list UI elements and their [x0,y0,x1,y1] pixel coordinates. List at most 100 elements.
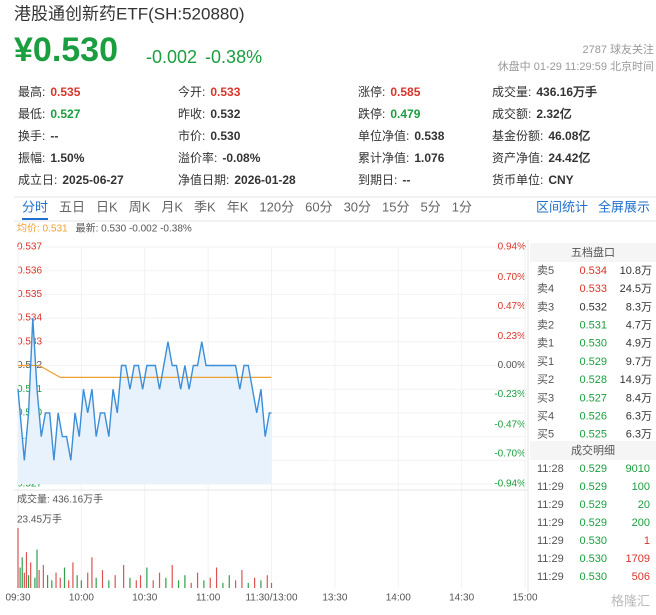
y-tick-label: 0.533 [17,336,42,347]
order-book-title: 五档盘口 [571,245,615,259]
tab[interactable]: 15分 [382,199,409,214]
avg-line [18,364,272,378]
volume-max: 23.45万手 [17,513,62,526]
y-tick-label: 0.536 [17,265,42,276]
stat-value: CNY [548,173,573,187]
tab[interactable]: 120分 [259,199,294,214]
status: 休盘中 01-29 11:29:59 北京时间 [498,59,654,73]
trade-volume: 200 [632,517,650,529]
stat-label: 净值日期: [178,172,229,187]
stat-label: 成立日: [18,172,57,187]
stat-value: 436.16万手 [536,84,597,99]
tab[interactable]: 30分 [344,199,371,214]
tab[interactable]: 年K [227,199,249,214]
price-area [18,318,272,484]
trade-volume: 506 [632,571,650,583]
trade-volume: 9010 [626,463,650,475]
y-tick-label: 0.535 [17,289,42,300]
price: ¥0.530 [14,31,118,69]
order-volume: 24.5万 [620,283,652,295]
panel-header [530,243,656,262]
order-side: 卖2 [537,319,554,332]
stat-value: 0.530 [210,129,240,143]
order-side: 卖1 [537,337,554,350]
legend-latest: 最新: 0.530 -0.002 -0.38% [76,222,192,235]
stat-label: 成交额: [492,106,531,121]
x-tick-label: 14:30 [449,593,474,604]
trade-time: 11:29 [537,535,564,547]
order-volume: 14.9万 [620,374,652,386]
y-tick-label: 0.534 [17,313,42,324]
stat-value: 2026-01-28 [234,173,296,187]
stat-value: 24.42亿 [548,150,590,165]
y2-tick-label: 0.47% [498,301,526,312]
stat-label: 基金份额: [492,128,543,143]
stat-label: 溢价率: [178,150,217,165]
price-line [17,318,272,461]
order-volume: 4.9万 [626,338,652,350]
order-price: 0.532 [579,301,607,313]
stat-label: 到期日: [358,173,397,187]
change-pct: -0.38% [205,47,262,67]
stat-value: 0.533 [210,85,240,99]
tab-action[interactable]: 全屏展示 [598,199,650,214]
trade-price: 0.530 [579,553,607,565]
stat-value: 1.50% [50,151,84,165]
stat-value: 1.076 [414,151,444,165]
stat-value: -- [402,173,410,187]
trade-volume: 20 [638,499,650,511]
stat-label: 昨收: [178,107,205,121]
x-tick-label: 09:30 [5,593,30,604]
tab[interactable]: 1分 [452,199,472,214]
trade-time: 11:29 [537,481,564,493]
trade-volume: 1709 [626,553,650,565]
y2-tick-label: -0.94% [494,479,526,490]
trade-price: 0.529 [579,517,607,529]
y2-tick-label: -0.23% [494,389,526,400]
stat-label: 成交量: [492,84,531,99]
stat-label: 振幅: [18,150,45,165]
stat-value: -0.08% [222,151,260,165]
tab[interactable]: 60分 [305,199,332,214]
stat-value: 0.535 [50,85,80,99]
followers: 2787 球友关注 [582,42,654,56]
y2-tick-label: 0.23% [498,331,526,342]
tab[interactable]: 日K [96,199,118,214]
x-tick-label: 15:00 [512,593,537,604]
trade-price: 0.530 [579,535,607,547]
order-volume: 6.3万 [626,429,652,441]
tab[interactable]: 五日 [59,199,85,214]
order-side: 买3 [537,391,554,404]
stat-value: -- [50,129,58,143]
stat-value: 0.538 [414,129,444,143]
tab-action[interactable]: 区间统计 [536,199,588,214]
title: 港股通创新药ETF(SH:520880) [14,4,245,23]
x-tick-label: 11:00 [196,593,221,604]
stat-value: 0.479 [390,107,420,121]
stat-label: 累计净值: [358,150,409,165]
tab[interactable]: 分时 [22,199,48,214]
trade-price: 0.530 [579,571,607,583]
y2-tick-label: -0.47% [494,419,526,430]
x-tick-label: 10:00 [69,593,94,604]
order-side: 卖4 [537,282,554,295]
legend-avg: 均价: 0.531 [17,223,68,235]
stat-label: 今开: [178,84,205,99]
x-tick-label: 13:30 [322,593,347,604]
order-price: 0.533 [579,283,607,295]
tab[interactable]: 周K [129,199,151,214]
volume-title: 成交量: 436.16万手 [17,493,103,506]
tab[interactable]: 季K [194,199,216,214]
stat-value: 0.532 [210,107,240,121]
trade-time: 11:29 [537,553,564,565]
y2-tick-label: 0.70% [498,272,526,283]
x-tick-label: 10:30 [132,593,157,604]
tab[interactable]: 月K [161,199,183,214]
stat-value: 2.32亿 [536,106,571,121]
trade-time: 11:29 [537,571,564,583]
order-volume: 8.3万 [626,301,652,313]
order-price: 0.526 [579,411,607,423]
tab[interactable]: 5分 [421,199,441,214]
order-side: 买5 [537,428,554,441]
stat-label: 市价: [178,128,205,143]
